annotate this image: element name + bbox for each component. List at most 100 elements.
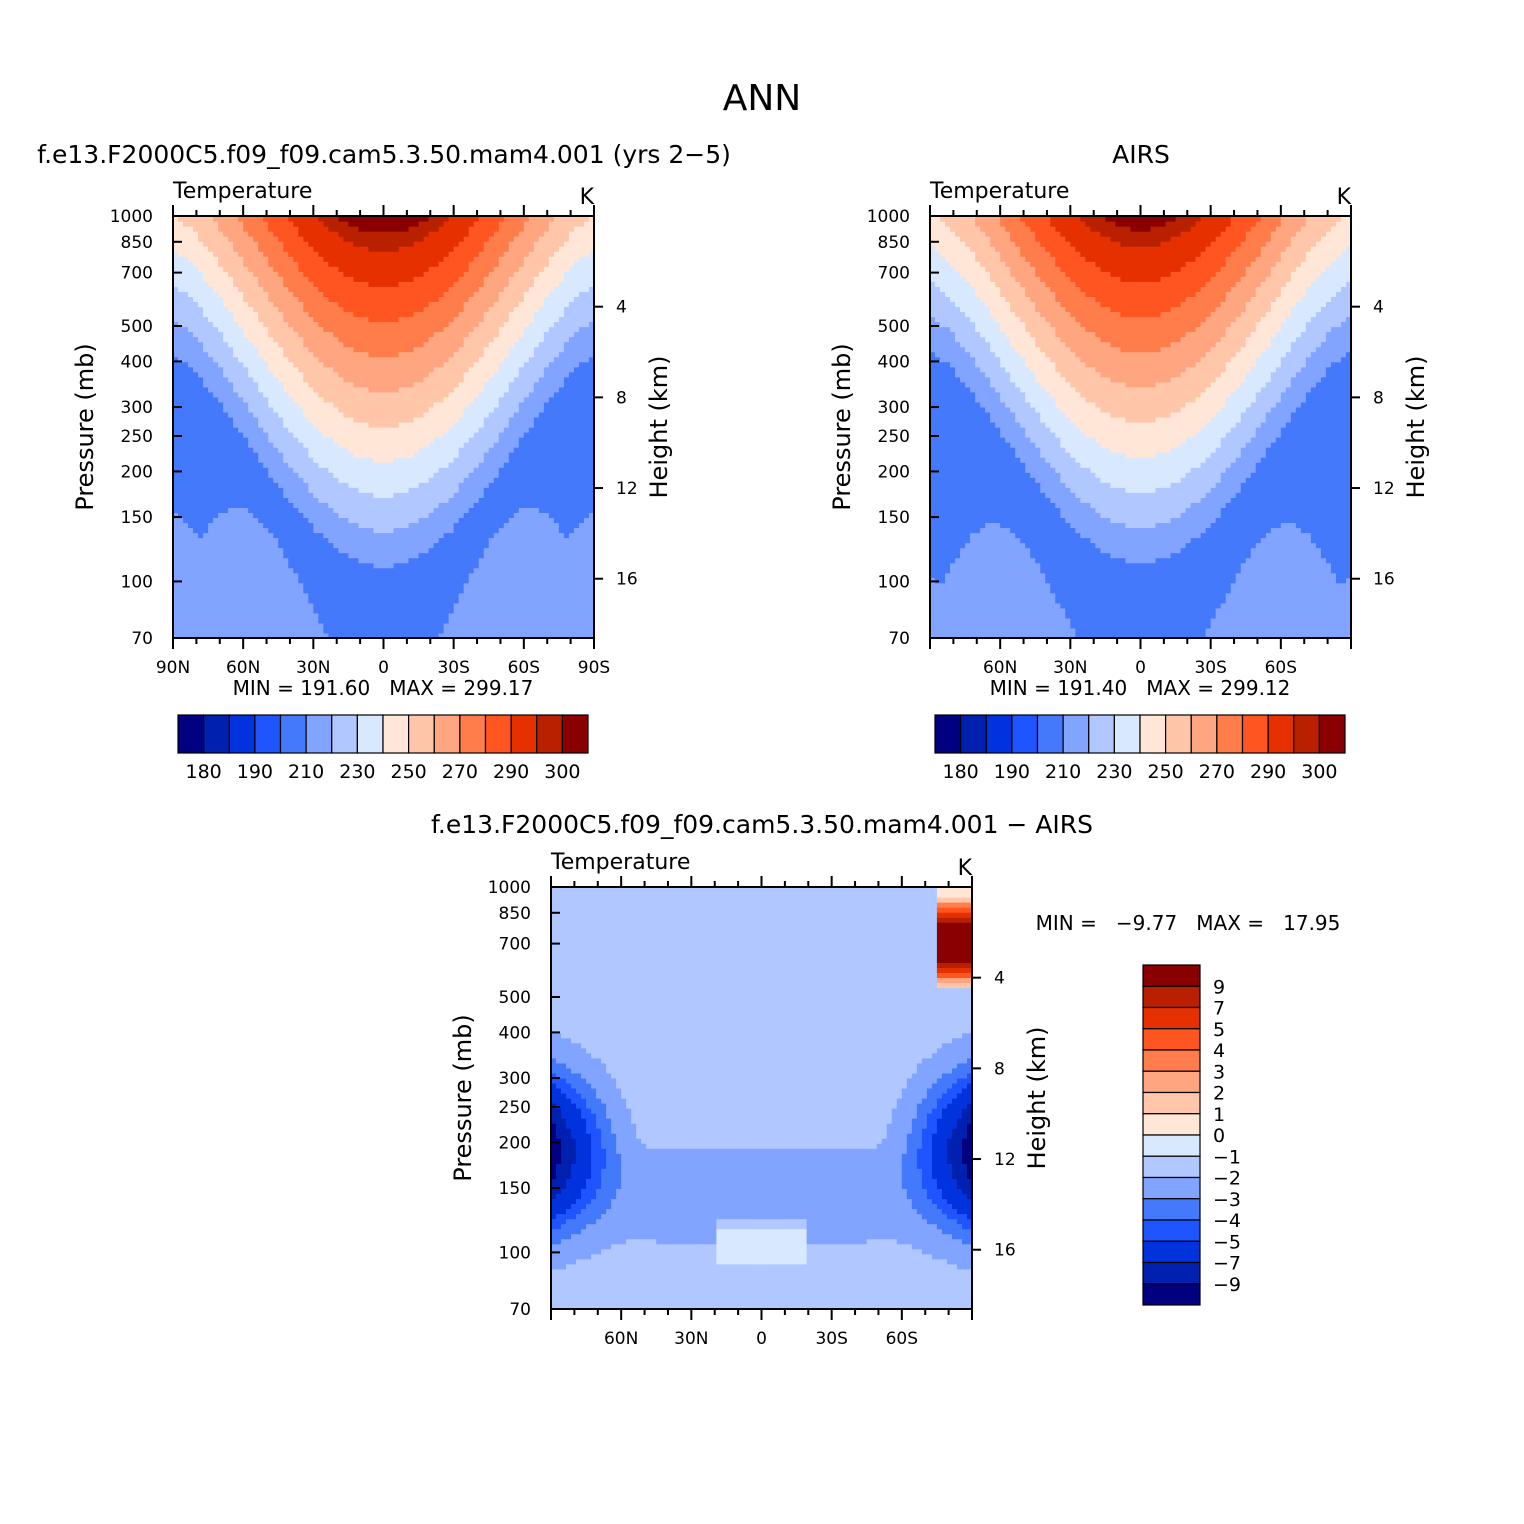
field-cell [218, 366, 224, 373]
field-cell [378, 366, 385, 373]
field-cell [238, 346, 244, 353]
field-cell [433, 612, 440, 619]
field-cell [403, 532, 410, 539]
field-cell [333, 266, 339, 272]
field-cell [218, 502, 224, 508]
field-cell [403, 261, 410, 267]
field-cell [333, 361, 339, 368]
field-cell [373, 602, 380, 609]
field-cell [358, 306, 365, 313]
field-cell [458, 251, 465, 257]
field-cell [318, 432, 324, 438]
field-cell [208, 512, 214, 519]
field-cell [268, 617, 274, 624]
field-cell [173, 442, 179, 448]
field-cell [208, 597, 214, 604]
field-cell [178, 572, 184, 579]
field-cell [328, 231, 334, 237]
field-cell [258, 221, 264, 227]
field-cell [243, 482, 249, 488]
field-cell [178, 331, 184, 338]
field-cell [468, 557, 475, 564]
field-cell [183, 281, 189, 287]
field-cell [403, 266, 410, 272]
field-cell [298, 582, 304, 589]
field-cell [378, 356, 385, 363]
field-cell [313, 301, 319, 308]
field-cell [223, 276, 229, 282]
field-cell [308, 602, 314, 609]
field-cell [188, 582, 194, 589]
field-cell [178, 281, 184, 287]
field-cell [458, 346, 465, 353]
field-cell [178, 552, 184, 559]
field-cell [393, 226, 400, 232]
field-cell [343, 221, 350, 227]
field-cell [288, 381, 294, 388]
field-cell [443, 437, 450, 443]
field-cell [368, 321, 375, 328]
field-cell [213, 502, 219, 508]
field-cell [288, 251, 294, 257]
field-cell [423, 226, 430, 232]
field-cell [383, 502, 390, 508]
field-cell [213, 216, 219, 222]
field-cell [363, 366, 370, 373]
field-cell [383, 276, 390, 282]
field-cell [418, 527, 425, 534]
field-cell [248, 216, 254, 222]
field-cell [273, 351, 279, 358]
field-cell [203, 281, 209, 287]
field-cell [303, 627, 309, 634]
field-cell [288, 386, 294, 393]
field-cell [293, 587, 299, 594]
field-cell [448, 291, 455, 297]
field-cell [193, 582, 199, 589]
field-cell [368, 622, 375, 629]
field-cell [328, 241, 334, 247]
field-cell [213, 411, 219, 418]
field-cell [278, 552, 284, 559]
field-cell [233, 281, 239, 287]
field-cell [328, 316, 334, 323]
field-cell [278, 276, 284, 282]
field-cell [213, 246, 219, 252]
field-cell [303, 557, 309, 564]
field-cell [193, 376, 199, 383]
field-cell [468, 592, 475, 599]
field-cell [448, 432, 455, 438]
field-cell [418, 381, 425, 388]
field-cell [188, 411, 194, 418]
field-cell [258, 276, 264, 282]
field-cell [358, 527, 365, 534]
field-cell [458, 311, 465, 318]
field-cell [318, 487, 324, 493]
field-cell [358, 311, 365, 318]
field-cell [303, 502, 309, 508]
field-cell [233, 487, 239, 493]
field-cell [448, 236, 455, 242]
field-cell [278, 316, 284, 323]
field-cell [363, 592, 370, 599]
field-cell [278, 416, 284, 423]
field-cell [278, 321, 284, 328]
field-cell [183, 331, 189, 338]
field-cell [233, 522, 239, 529]
field-cell [413, 467, 420, 473]
field-cell [443, 256, 450, 262]
field-cell [453, 457, 460, 463]
field-cell [198, 592, 204, 599]
field-cell [368, 316, 375, 323]
field-cell [178, 271, 184, 277]
field-cell [313, 517, 319, 524]
field-cell [243, 401, 249, 408]
field-cell [443, 487, 450, 493]
field-cell [423, 572, 430, 579]
field-cell [283, 497, 289, 503]
field-cell [213, 547, 219, 554]
field-cell [463, 522, 470, 529]
field-cell [193, 216, 199, 222]
field-cell [388, 587, 395, 594]
field-cell [358, 472, 365, 478]
field-cell [403, 326, 410, 333]
